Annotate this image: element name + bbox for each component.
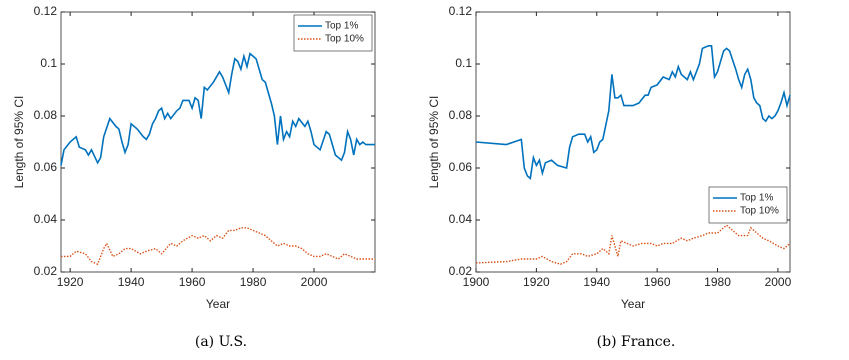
x-tick-label: 1920: [57, 275, 84, 289]
y-tick-label: 0.1: [455, 56, 472, 70]
y-tick-label: 0.06: [34, 160, 58, 174]
y-tick-label: 0.08: [449, 108, 473, 122]
x-tick-label: 1980: [704, 275, 731, 289]
x-tick-label: 1960: [179, 275, 206, 289]
caption: (b) France.: [597, 334, 676, 350]
x-axis-label: Year: [621, 297, 645, 311]
x-tick-label: 1980: [240, 275, 267, 289]
plot-area: [475, 11, 791, 273]
caption: (a) U.S.: [195, 334, 247, 350]
y-tick-label: 0.02: [449, 264, 473, 278]
legend-box: [708, 186, 788, 224]
x-tick-label: 2000: [301, 275, 328, 289]
x-tick-label: 1900: [463, 275, 490, 289]
y-tick-label: 0.08: [34, 108, 58, 122]
y-tick-label: 0.06: [449, 160, 473, 174]
x-tick-label: 2000: [765, 275, 792, 289]
data-line: [61, 227, 375, 266]
x-tick-label: 1940: [118, 275, 145, 289]
legend-label: Top 1%: [325, 21, 358, 32]
y-tick-label: 0.12: [449, 4, 473, 18]
y-axis-label: Length of 95% CI: [12, 96, 26, 189]
legend-box: [293, 14, 373, 52]
legend-label: Top 1%: [740, 193, 773, 204]
y-axis-label: Length of 95% CI: [427, 96, 441, 189]
x-axis-label: Year: [206, 297, 230, 311]
x-tick-label: 1960: [644, 275, 671, 289]
x-tick-label: 1920: [523, 275, 550, 289]
data-line: [475, 224, 791, 265]
legend-label: Top 10%: [740, 206, 779, 217]
legend-label: Top 10%: [325, 34, 364, 45]
data-line: [475, 45, 791, 180]
y-tick-label: 0.12: [34, 4, 58, 18]
y-tick-label: 0.1: [40, 56, 57, 70]
y-tick-label: 0.04: [34, 212, 58, 226]
y-tick-label: 0.02: [34, 264, 58, 278]
data-line: [60, 52, 375, 166]
y-tick-label: 0.04: [449, 212, 473, 226]
x-tick-label: 1940: [583, 275, 610, 289]
